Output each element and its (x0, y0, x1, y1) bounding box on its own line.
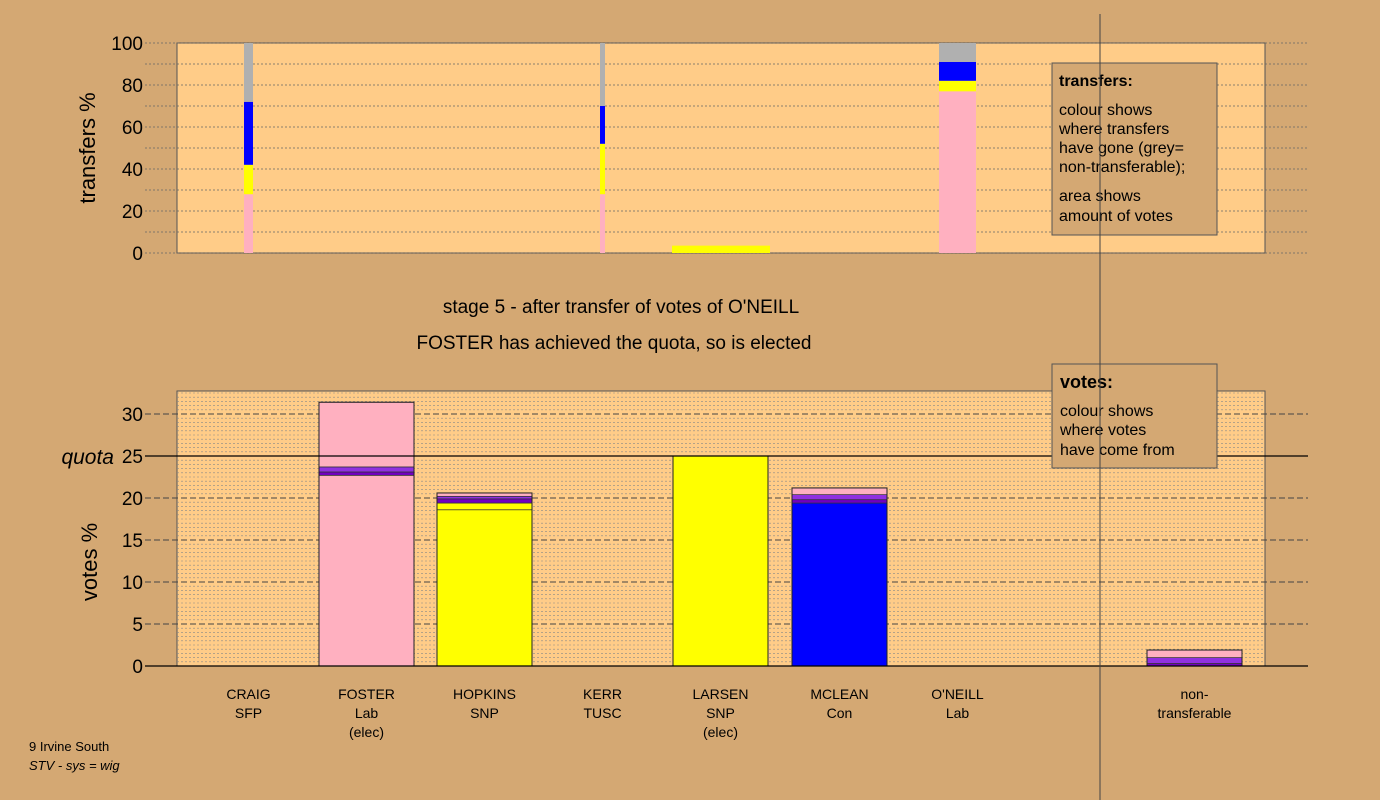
transfers-legend-line: colour shows (1059, 102, 1152, 119)
transfers-legend-line: have gone (grey= (1059, 140, 1184, 157)
x-tick-label: MCLEAN (810, 686, 868, 702)
vote-segment (436, 492, 533, 497)
transfer-segment (244, 164, 253, 195)
x-tick-label: SFP (235, 705, 262, 721)
transfer-segment (939, 91, 976, 253)
transfer-segment (939, 61, 976, 81)
transfers-legend-title: transfers: (1059, 73, 1133, 90)
x-tick-label: non- (1180, 686, 1208, 702)
x-tick-label: Lab (946, 705, 970, 721)
votes-legend: votes: colour shows where votes have com… (1051, 363, 1218, 469)
y-tick-label: 20 (122, 489, 143, 510)
votes-legend-line: have come from (1060, 442, 1175, 459)
y-tick-label: 80 (122, 76, 143, 97)
vote-segment (436, 495, 533, 500)
transfer-segment (600, 143, 605, 195)
x-tick-label: LARSEN (692, 686, 748, 702)
x-tick-label: (elec) (703, 724, 738, 740)
vote-segment (791, 494, 888, 501)
footer-system: STV - sys = wig (29, 758, 120, 773)
vote-segment (672, 455, 769, 667)
y-tick-label: 10 (122, 573, 143, 594)
x-tick-label: Con (827, 705, 853, 721)
y-tick-label: 60 (122, 118, 143, 139)
transfers-legend-line: where transfers (1058, 121, 1169, 138)
transfer-segment (244, 43, 253, 102)
vote-segment (791, 487, 888, 495)
votes-y-axis-label: votes % (77, 523, 102, 601)
vote-segment (1146, 649, 1243, 658)
y-tick-label: 0 (132, 244, 143, 265)
vote-segment (436, 502, 533, 511)
transfer-segment (244, 194, 253, 253)
transfer-segment (600, 43, 605, 106)
vote-segment (791, 502, 888, 667)
votes-y-ticks: 0 5 10 15 20 25 30 (122, 405, 143, 678)
y-tick-label: 5 (132, 615, 143, 636)
vote-segment (436, 498, 533, 504)
transfers-legend: transfers: colour shows where transfers … (1051, 62, 1218, 236)
x-tick-label: (elec) (349, 724, 384, 740)
x-tick-label: KERR (583, 686, 622, 702)
y-tick-label: 0 (132, 657, 143, 678)
transfers-legend-line: amount of votes (1059, 208, 1173, 225)
x-tick-label: Lab (355, 705, 379, 721)
footer-constituency: 9 Irvine South (29, 739, 109, 754)
x-tick-label: TUSC (583, 705, 621, 721)
votes-bars (318, 401, 1243, 667)
y-tick-label: 15 (122, 531, 143, 552)
y-tick-label: 30 (122, 405, 143, 426)
stage-subtitle: FOSTER has achieved the quota, so is ele… (417, 333, 812, 354)
votes-legend-title: votes: (1060, 372, 1113, 392)
transfer-segment (672, 245, 770, 253)
transfer-segment (244, 101, 253, 165)
y-tick-label: 20 (122, 202, 143, 223)
transfers-legend-line: non-transferable); (1059, 159, 1185, 176)
stage-title: stage 5 - after transfer of votes of O'N… (443, 297, 799, 318)
vote-segment (318, 466, 415, 473)
x-tick-label: SNP (470, 705, 499, 721)
votes-legend-line: where votes (1059, 422, 1146, 439)
vote-segment (436, 509, 533, 667)
vote-segment (791, 499, 888, 504)
vote-segment (318, 471, 415, 476)
x-tick-label: transferable (1158, 705, 1232, 721)
vote-segment (318, 474, 415, 667)
x-tick-label: FOSTER (338, 686, 395, 702)
x-tick-label: HOPKINS (453, 686, 516, 702)
transfers-y-ticks: 0 20 40 60 80 100 (111, 34, 143, 265)
x-tick-label: CRAIG (226, 686, 270, 702)
transfer-segment (600, 194, 605, 253)
transfers-bars (244, 43, 976, 253)
transfer-segment (939, 43, 976, 62)
votes-x-labels: CRAIG SFP FOSTER Lab (elec) HOPKINS SNP KERR TUS… (226, 686, 1231, 740)
y-tick-label: 25 (122, 447, 143, 468)
quota-label: quota (61, 446, 114, 469)
transfers-y-axis-label: transfers % (75, 92, 100, 203)
vote-segment (318, 401, 415, 468)
votes-legend-box (1051, 363, 1218, 469)
transfer-segment (600, 106, 605, 144)
x-tick-label: O'NEILL (931, 686, 984, 702)
transfers-legend-box (1051, 62, 1218, 236)
y-tick-label: 40 (122, 160, 143, 181)
transfer-segment (939, 80, 976, 92)
votes-legend-line: colour shows (1060, 403, 1153, 420)
y-tick-label: 100 (111, 34, 143, 55)
vote-segment (1146, 657, 1243, 664)
x-tick-label: SNP (706, 705, 735, 721)
